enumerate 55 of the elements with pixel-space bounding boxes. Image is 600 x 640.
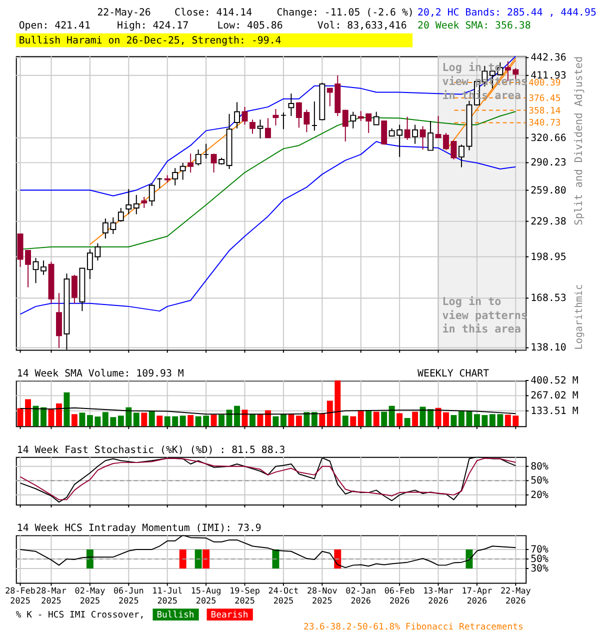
x-tick-label: 02-May 2025 [74, 586, 106, 606]
y-tick-label: 229.38 [530, 216, 566, 228]
text: High: 424.17 [117, 20, 189, 32]
text: Bullish Harami on 26-Dec-25, Strength: -99.4 [18, 35, 282, 46]
text: Low: 405.86 [217, 20, 283, 32]
text: Vol: 83,633,416 [317, 20, 407, 32]
text: Close: 414.14 [174, 8, 252, 19]
y-tick-label: 30% [530, 563, 549, 574]
x-tick-label: 28-Nov 2025 [306, 586, 338, 606]
text: WEEKLY CHART [418, 368, 490, 380]
text: Bearish [210, 610, 248, 621]
text: Logarithmic [574, 284, 586, 350]
ref-line-label: 358.14 [528, 106, 561, 116]
x-tick-label: 17-Apr 2026 [462, 586, 492, 606]
x-tick-label: 06-Feb 2026 [384, 586, 415, 606]
y-tick-label: 400.52 M [530, 375, 578, 386]
y-tick-label: 133.51 M [530, 406, 578, 417]
x-tick-label: 06-Jun 2025 [113, 586, 144, 606]
ref-line-label: 376.45 [528, 94, 561, 104]
y-tick-label: 50% [530, 476, 549, 487]
y-tick-label: 80% [530, 461, 549, 472]
y-tick-label: 442.36 [530, 52, 566, 64]
text: 22-May-26 [97, 8, 151, 19]
x-tick-label: 13-Mar 2026 [423, 586, 454, 606]
x-tick-label: 22-May 2026 [500, 586, 531, 606]
y-tick-label: 290.23 [530, 158, 566, 169]
text: Open: 421.41 [18, 20, 90, 32]
chart-title: 14 Week SMA Volume: 109.93 M [16, 368, 184, 380]
chart-title: 14 Week Fast Stochastic (%K) (%D) : 81.5 88.3 [16, 444, 286, 456]
text: Bullish [156, 610, 194, 621]
y-tick-label: 168.53 [530, 293, 566, 304]
y-tick-label: 267.02 M [530, 390, 578, 402]
x-tick-label: 28-Feb 2025 [5, 586, 36, 606]
x-tick-label: 02-Jan 2026 [346, 586, 376, 606]
chart-title: 14 Week HCS Intraday Momentum (IMI): 73.9 [16, 523, 262, 534]
text: 20 Week SMA: 356.38 [418, 20, 531, 32]
y-tick-label: 50% [530, 554, 549, 565]
x-tick-label: 19-Sep 2025 [230, 586, 260, 606]
y-tick-label: 138.10 [530, 342, 566, 354]
x-tick-label: 15-Aug 2025 [190, 586, 222, 606]
text: Change: -11.05 (-2.6 %) [276, 8, 414, 19]
y-tick-label: 70% [530, 544, 549, 556]
text: 20,2 HC Bands: 285.44 , 444.95 [418, 8, 596, 19]
y-tick-label: 320.66 [530, 132, 566, 144]
y-tick-label: 198.95 [530, 252, 566, 263]
y-axis-title: Split and Dividend Adjusted [573, 56, 586, 226]
text: 23.6-38.2-50-61.8% Fibonacci Retracements [303, 622, 524, 632]
x-tick-label: 28-Mar 2025 [36, 586, 66, 606]
x-tick-label: 24-Oct 2025 [268, 586, 299, 606]
x-tick-label: 11-Jul 2025 [152, 586, 183, 606]
ref-line-label: 340.73 [528, 118, 561, 129]
legend-title: % K - HCS IMI Crossover, [16, 610, 145, 621]
ref-line-label: 400.39 [528, 78, 561, 88]
y-tick-label: 259.80 [530, 185, 566, 196]
y-tick-label: 20% [530, 490, 549, 501]
